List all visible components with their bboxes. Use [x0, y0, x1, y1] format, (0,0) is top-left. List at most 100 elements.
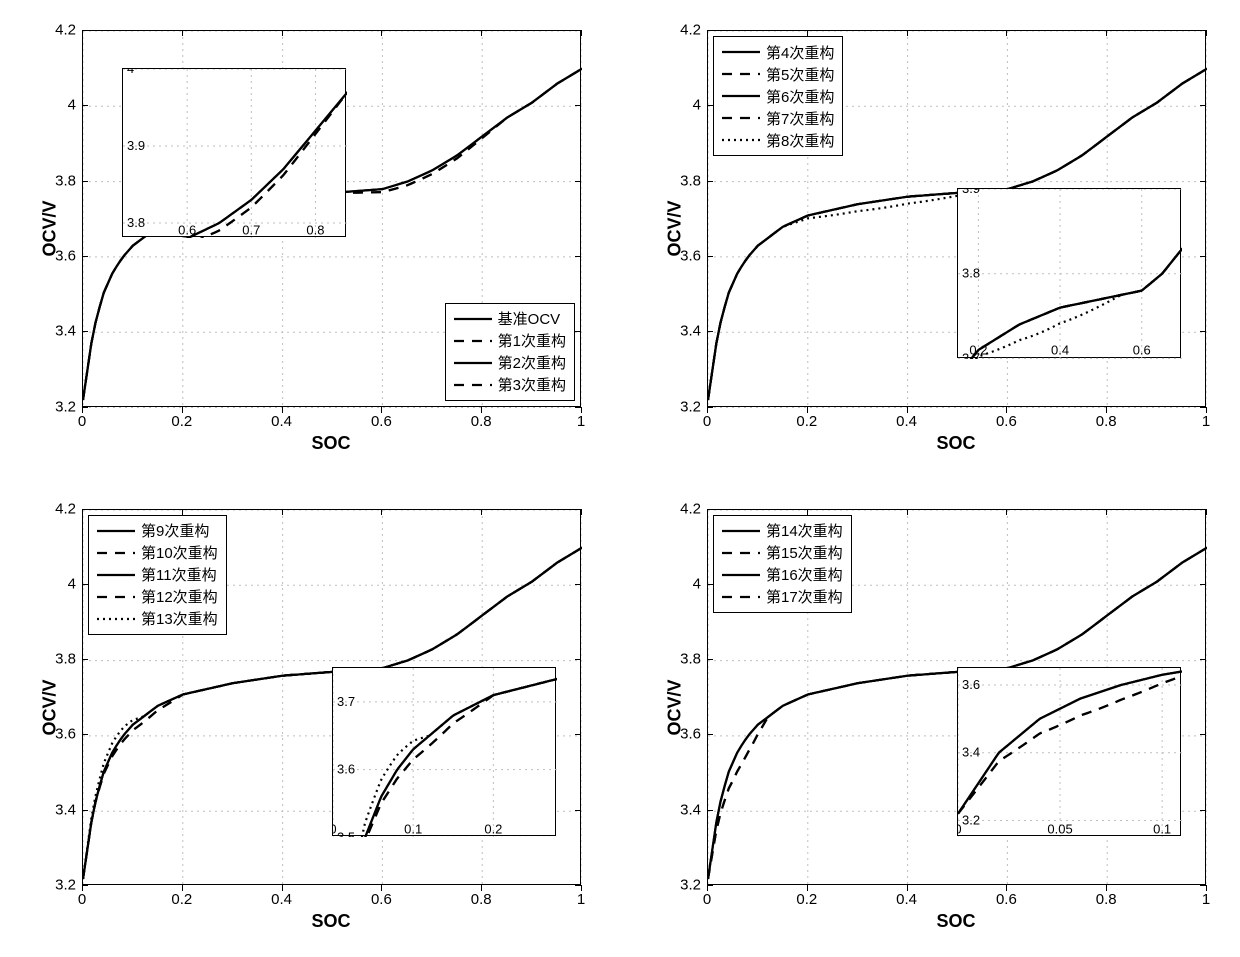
svg-text:4: 4 — [127, 69, 134, 76]
legend-swatch — [722, 568, 760, 582]
y-tick-label: 3.4 — [657, 323, 701, 340]
y-tick-label: 4.2 — [32, 22, 76, 39]
svg-text:3.4: 3.4 — [962, 744, 980, 759]
svg-text:0.2: 0.2 — [484, 821, 502, 836]
legend-swatch — [454, 312, 492, 326]
svg-text:3.9: 3.9 — [127, 138, 145, 153]
x-tick-label: 0.8 — [471, 413, 492, 430]
legend: 第9次重构第10次重构第11次重构第12次重构第13次重构 — [88, 515, 227, 635]
legend-item: 第11次重构 — [97, 564, 218, 586]
legend-label: 第9次重构 — [141, 520, 209, 541]
legend-label: 第1次重构 — [498, 330, 566, 351]
legend-item: 第1次重构 — [454, 330, 566, 352]
y-tick-label: 3.4 — [32, 323, 76, 340]
legend-item: 第14次重构 — [722, 520, 843, 542]
x-tick-label: 0.6 — [371, 891, 392, 908]
legend-label: 第2次重构 — [498, 352, 566, 373]
svg-text:0.6: 0.6 — [178, 222, 196, 237]
x-tick-label: 0.6 — [371, 413, 392, 430]
legend: 基准OCV第1次重构第2次重构第3次重构 — [445, 303, 575, 401]
y-tick-label: 4 — [32, 575, 76, 592]
y-tick-label: 3.8 — [657, 172, 701, 189]
y-tick-label: 4.2 — [32, 500, 76, 517]
panel-1: 00.20.40.60.813.23.43.63.844.2SOCOCV/V基准… — [20, 20, 595, 459]
x-tick-label: 0.2 — [796, 891, 817, 908]
y-axis-label: OCV/V — [665, 201, 686, 257]
svg-text:0.7: 0.7 — [242, 222, 260, 237]
y-axis-label: OCV/V — [40, 679, 61, 735]
legend-item: 基准OCV — [454, 308, 566, 330]
y-tick-label: 4.2 — [657, 22, 701, 39]
svg-text:0.6: 0.6 — [1132, 343, 1150, 358]
x-axis-label: SOC — [937, 911, 976, 932]
svg-text:0.05: 0.05 — [1047, 821, 1072, 836]
y-tick-label: 3.2 — [32, 398, 76, 415]
svg-text:3.7: 3.7 — [962, 351, 980, 359]
svg-text:0.1: 0.1 — [1153, 821, 1171, 836]
panel-4: 00.20.40.60.813.23.43.63.844.2SOCOCV/V第1… — [645, 499, 1220, 938]
y-tick-label: 3.4 — [32, 801, 76, 818]
svg-text:0.8: 0.8 — [306, 222, 324, 237]
x-tick-label: 0.2 — [171, 891, 192, 908]
x-tick-label: 0.8 — [1096, 413, 1117, 430]
legend-label: 第3次重构 — [498, 374, 566, 395]
legend-item: 第17次重构 — [722, 586, 843, 608]
legend-swatch — [722, 111, 760, 125]
x-axis-label: SOC — [937, 433, 976, 454]
inset-plot: 0.6 0.7 0.8 3.8 3.9 4 — [122, 68, 347, 237]
legend-label: 第12次重构 — [141, 586, 218, 607]
y-tick-label: 4 — [657, 575, 701, 592]
svg-text:3.9: 3.9 — [962, 189, 980, 196]
x-tick-label: 0 — [78, 413, 86, 430]
legend-label: 第7次重构 — [766, 108, 834, 129]
legend-swatch — [454, 356, 492, 370]
x-tick-label: 0.4 — [896, 413, 917, 430]
x-tick-label: 0.2 — [171, 413, 192, 430]
legend-swatch — [97, 524, 135, 538]
legend-label: 第8次重构 — [766, 130, 834, 151]
x-tick-label: 1 — [577, 413, 585, 430]
legend-label: 第4次重构 — [766, 42, 834, 63]
x-tick-label: 0 — [703, 891, 711, 908]
y-tick-label: 3.8 — [32, 172, 76, 189]
svg-text:3.2: 3.2 — [962, 812, 980, 827]
y-tick-label: 4.2 — [657, 500, 701, 517]
panel-3: 00.20.40.60.813.23.43.63.844.2SOCOCV/V第9… — [20, 499, 595, 938]
legend-label: 第14次重构 — [766, 520, 843, 541]
x-tick-label: 0.4 — [271, 413, 292, 430]
x-tick-label: 0 — [703, 413, 711, 430]
x-tick-label: 0 — [78, 891, 86, 908]
legend-label: 第10次重构 — [141, 542, 218, 563]
legend-swatch — [97, 590, 135, 604]
figure-grid: 00.20.40.60.813.23.43.63.844.2SOCOCV/V基准… — [20, 20, 1220, 937]
legend-item: 第13次重构 — [97, 608, 218, 630]
legend: 第4次重构第5次重构第6次重构第7次重构第8次重构 — [713, 36, 843, 156]
legend: 第14次重构第15次重构第16次重构第17次重构 — [713, 515, 852, 613]
x-tick-label: 0.8 — [471, 891, 492, 908]
legend-item: 第15次重构 — [722, 542, 843, 564]
x-tick-label: 0.6 — [996, 413, 1017, 430]
legend-item: 第10次重构 — [97, 542, 218, 564]
legend-swatch — [722, 67, 760, 81]
x-tick-label: 1 — [1202, 413, 1210, 430]
y-tick-label: 3.2 — [32, 877, 76, 894]
legend-item: 第9次重构 — [97, 520, 218, 542]
x-tick-label: 1 — [1202, 891, 1210, 908]
legend-item: 第4次重构 — [722, 41, 834, 63]
legend-label: 第5次重构 — [766, 64, 834, 85]
svg-text:3.8: 3.8 — [127, 215, 145, 230]
legend-swatch — [722, 524, 760, 538]
legend-swatch — [722, 89, 760, 103]
y-tick-label: 3.8 — [32, 651, 76, 668]
legend-swatch — [722, 133, 760, 147]
y-tick-label: 4 — [657, 97, 701, 114]
inset-plot: 00.10.23.53.63.7 — [332, 667, 557, 836]
svg-text:3.5: 3.5 — [337, 829, 355, 837]
y-tick-label: 3.8 — [657, 651, 701, 668]
svg-text:3.8: 3.8 — [962, 266, 980, 281]
legend-swatch — [97, 568, 135, 582]
legend-item: 第7次重构 — [722, 107, 834, 129]
legend-swatch — [722, 590, 760, 604]
legend-swatch — [454, 378, 492, 392]
legend-item: 第16次重构 — [722, 564, 843, 586]
